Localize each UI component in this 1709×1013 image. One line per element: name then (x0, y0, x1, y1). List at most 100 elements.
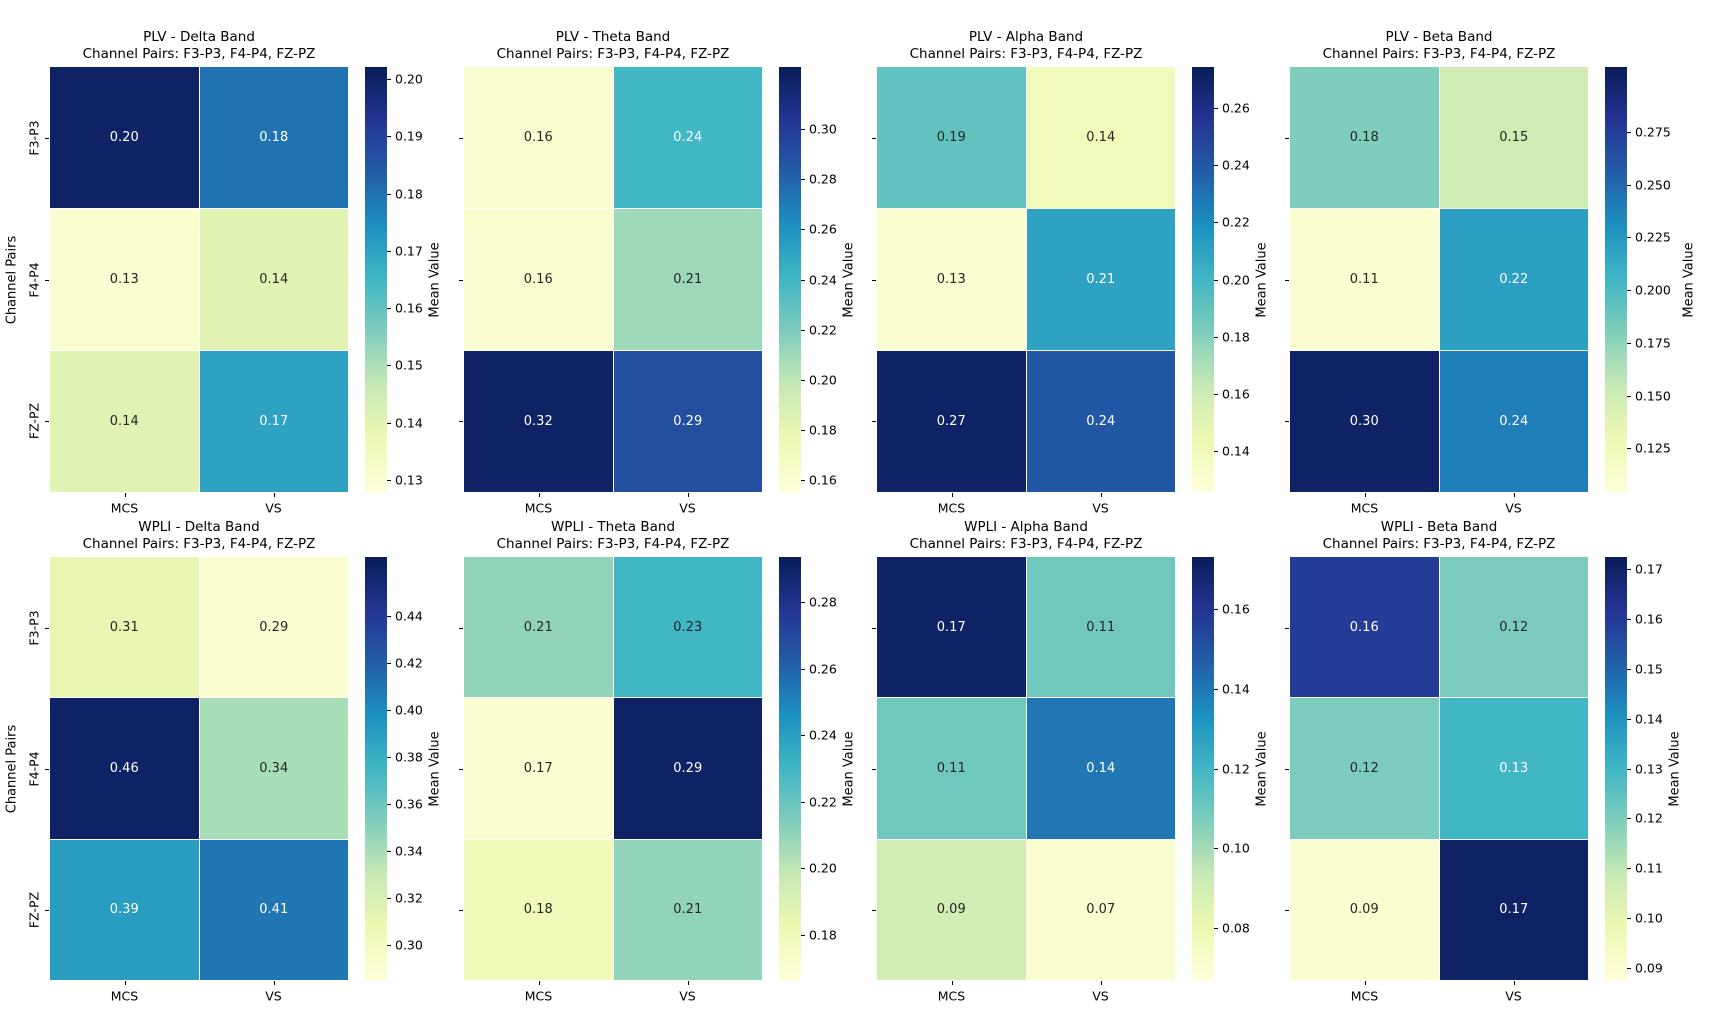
colorbar-tick (801, 735, 805, 737)
heatmap-cell: 0.09 (1290, 839, 1439, 980)
x-tick-label: MCS (1350, 500, 1379, 516)
colorbar-tick (387, 250, 391, 252)
cell-value: 0.29 (673, 414, 703, 429)
colorbar-tick (1214, 768, 1218, 770)
colorbar-tick-label: 0.40 (395, 702, 423, 718)
y-axis-label: Channel Pairs (4, 235, 20, 324)
cell-value: 0.18 (259, 130, 289, 145)
subplot-title: WPLI - Alpha Band (964, 519, 1088, 535)
cell-value: 0.29 (673, 760, 703, 776)
colorbar-tick-label: 0.14 (1635, 711, 1663, 727)
subplot-title: PLV - Alpha Band (968, 29, 1084, 45)
colorbar-tick-label: 0.12 (1222, 761, 1250, 776)
heatmap-cell: 0.15 (1439, 67, 1588, 208)
colorbar-label: Mean Value (841, 241, 857, 318)
colorbar (1192, 67, 1214, 492)
heatmap-cell: 0.13 (50, 209, 199, 350)
colorbar-tick (1214, 279, 1218, 281)
colorbar-tick (1627, 448, 1631, 450)
y-tick (872, 909, 876, 911)
heatmap-cell: 0.24 (1026, 351, 1175, 492)
cell-value: 0.31 (109, 619, 139, 635)
cell-value: 0.09 (1349, 902, 1379, 918)
colorbar-tick (801, 479, 805, 481)
heatmap: 0.31 0.29 0.46 0.34 0.39 0.41 (50, 557, 348, 980)
cell-value: 0.13 (1499, 760, 1529, 776)
y-tick (459, 421, 463, 423)
colorbar-tick (1627, 290, 1631, 292)
heatmap-cell: 0.29 (199, 557, 348, 698)
colorbar-tick-label: 0.20 (395, 71, 423, 87)
colorbar-tick-label: 0.16 (1635, 611, 1663, 627)
colorbar-tick-label: 0.22 (1222, 214, 1250, 230)
colorbar-tick-label: 0.175 (1635, 335, 1671, 351)
colorbar-tick (801, 379, 805, 381)
colorbar-tick-label: 0.12 (1635, 810, 1663, 826)
colorbar-tick (1627, 342, 1631, 344)
subplot-title: WPLI - Beta Band (1380, 519, 1498, 535)
heatmap: 0.16 0.24 0.16 0.21 0.32 0.29 (464, 67, 762, 492)
y-tick-label: F3-P3 (26, 120, 42, 156)
heatmap-cell: 0.41 (199, 839, 348, 980)
heatmap-cell: 0.17 (199, 351, 348, 492)
colorbar-tick (1627, 768, 1631, 770)
subplot-title-block: WPLI - Theta Band Channel Pairs: F3-P3, F… (424, 519, 802, 553)
heatmap: 0.21 0.23 0.17 0.29 0.18 0.21 (464, 557, 762, 980)
colorbar-label: Mean Value (1681, 241, 1697, 318)
colorbar-label: Mean Value (1667, 730, 1683, 807)
subplot-subtitle: Channel Pairs: F3-P3, F4-P4, FZ-PZ (1322, 536, 1556, 552)
colorbar (365, 557, 387, 980)
colorbar-tick (1214, 608, 1218, 610)
colorbar-tick-label: 0.20 (809, 860, 837, 876)
x-tick (124, 493, 126, 497)
colorbar (779, 557, 801, 980)
colorbar-tick (1627, 237, 1631, 239)
subplot-title-block: PLV - Theta Band Channel Pairs: F3-P3, F4… (424, 29, 802, 63)
colorbar-tick-label: 0.14 (1222, 443, 1250, 459)
cell-value: 0.12 (1349, 760, 1379, 776)
cell-value: 0.29 (259, 619, 289, 635)
colorbar-tick-label: 0.18 (395, 186, 423, 202)
y-tick (459, 768, 463, 770)
cell-value: 0.07 (1086, 902, 1116, 918)
cell-value: 0.24 (1086, 414, 1116, 429)
colorbar-tick (1627, 868, 1631, 870)
x-tick (538, 493, 540, 497)
colorbar-tick (387, 479, 391, 481)
colorbar-tick-label: 0.26 (809, 221, 837, 237)
cell-value: 0.17 (259, 414, 289, 429)
colorbar-tick-label: 0.20 (1222, 272, 1250, 287)
x-tick-label: VS (679, 988, 696, 1004)
colorbar-tick (387, 422, 391, 424)
x-tick (951, 493, 953, 497)
colorbar-tick (1627, 968, 1631, 970)
colorbar-tick-label: 0.36 (395, 796, 423, 812)
cell-value: 0.18 (1349, 130, 1379, 145)
colorbar-tick-label: 0.16 (809, 472, 837, 488)
colorbar-tick (387, 944, 391, 946)
colorbar-label: Mean Value (1254, 241, 1270, 318)
subplot-subtitle: Channel Pairs: F3-P3, F4-P4, FZ-PZ (909, 46, 1143, 62)
colorbar-tick-label: 0.20 (809, 372, 837, 388)
x-tick (687, 981, 689, 985)
x-tick (1364, 493, 1366, 497)
colorbar (1192, 557, 1214, 980)
colorbar-tick (1627, 395, 1631, 397)
x-tick-label: MCS (1350, 988, 1379, 1004)
subplot-title-block: PLV - Alpha Band Channel Pairs: F3-P3, F4… (837, 29, 1215, 63)
heatmap-cell: 0.16 (1290, 557, 1439, 698)
colorbar-tick (801, 129, 805, 131)
heatmap-cell: 0.11 (877, 698, 1026, 839)
colorbar-tick (1627, 918, 1631, 920)
cell-value: 0.18 (523, 902, 553, 918)
colorbar-tick-label: 0.15 (1635, 661, 1663, 677)
colorbar-tick-label: 0.14 (395, 415, 423, 431)
heatmap-cell: 0.17 (877, 557, 1026, 698)
colorbar-tick (1627, 618, 1631, 620)
y-tick (459, 627, 463, 629)
heatmap: 0.16 0.12 0.12 0.13 0.09 0.17 (1290, 557, 1588, 980)
colorbar-tick (387, 803, 391, 805)
y-tick-label: F4-P4 (26, 750, 42, 787)
heatmap-cell: 0.31 (50, 557, 199, 698)
y-tick (45, 909, 49, 911)
